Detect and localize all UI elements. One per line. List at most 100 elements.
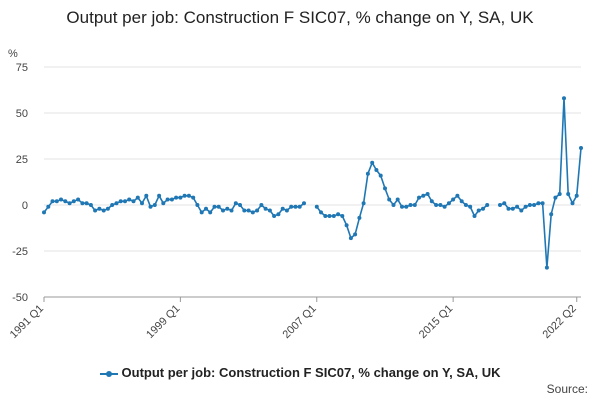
x-tick-label: 1999 Q1 <box>144 303 182 341</box>
data-point <box>63 199 68 204</box>
data-point <box>186 193 191 198</box>
data-point <box>498 203 502 207</box>
data-point <box>434 203 439 207</box>
data-point <box>80 201 85 206</box>
data-point <box>191 195 196 200</box>
data-point <box>463 203 468 207</box>
legend-line-marker-icon <box>99 369 118 379</box>
data-point <box>319 210 323 215</box>
data-point <box>101 208 106 213</box>
data-point <box>50 199 55 204</box>
y-tick-label: 0 <box>22 200 28 212</box>
data-point <box>105 206 110 211</box>
data-point <box>404 204 409 209</box>
data-point <box>387 197 392 202</box>
data-point <box>302 201 306 206</box>
data-point <box>174 195 179 200</box>
x-tick-label: 2015 Q1 <box>417 303 455 341</box>
data-point <box>327 214 332 218</box>
data-point <box>267 208 272 213</box>
x-tick-label: 2022 Q2 <box>541 303 579 341</box>
data-point <box>412 203 417 207</box>
data-point <box>544 265 549 270</box>
data-point <box>383 186 387 191</box>
data-point <box>118 199 123 204</box>
data-point <box>165 197 170 202</box>
data-point <box>506 206 511 211</box>
data-point <box>532 203 537 207</box>
data-point <box>438 203 443 207</box>
data-point <box>579 146 583 150</box>
data-point <box>182 193 187 198</box>
data-point <box>400 204 404 209</box>
data-point <box>540 201 545 206</box>
data-point <box>574 193 579 198</box>
data-point <box>481 206 485 211</box>
series-line-segment <box>499 98 582 268</box>
data-point <box>250 210 255 215</box>
data-point <box>123 199 127 204</box>
data-point <box>127 197 132 202</box>
data-point <box>468 204 473 209</box>
data-point <box>527 203 532 207</box>
data-point <box>297 204 302 209</box>
data-point <box>476 208 481 213</box>
data-point <box>557 192 562 196</box>
y-axis-ticks: 75 50 25 0 -25 -50 <box>12 62 28 304</box>
data-point <box>472 214 477 218</box>
x-tick-label: 1991 Q1 <box>8 303 46 341</box>
data-point <box>157 193 162 198</box>
data-point <box>378 173 383 178</box>
data-point <box>553 195 558 200</box>
data-point <box>110 203 115 207</box>
data-point <box>276 212 281 217</box>
data-point <box>225 206 230 211</box>
x-tick-label: 2007 Q1 <box>281 303 319 341</box>
data-point <box>242 208 247 213</box>
data-point <box>391 203 396 207</box>
data-point <box>442 204 447 209</box>
data-point <box>161 201 166 206</box>
data-point <box>233 201 238 206</box>
chart-title: Output per job: Construction F SIC07, % … <box>66 8 534 27</box>
data-point <box>549 212 554 217</box>
data-point <box>84 201 89 206</box>
data-point <box>97 206 102 211</box>
data-point <box>515 204 520 209</box>
data-point <box>255 208 260 213</box>
data-point <box>169 197 174 202</box>
data-point <box>152 203 157 207</box>
legend-series-label: Output per job: Construction F SIC07, % … <box>121 365 501 380</box>
data-point <box>148 204 153 209</box>
data-point <box>212 204 217 209</box>
legend[interactable]: Output per job: Construction F SIC07, % … <box>0 365 600 380</box>
data-point <box>425 192 430 196</box>
x-axis: 1991 Q1 1999 Q1 2007 Q1 2015 Q1 2022 Q2 <box>8 296 581 341</box>
data-point <box>42 210 46 215</box>
data-point <box>59 197 63 202</box>
data-point <box>459 199 464 204</box>
data-point <box>408 203 413 207</box>
data-point <box>280 206 285 211</box>
data-point <box>272 214 277 218</box>
data-point <box>429 199 434 204</box>
source-label: Source: <box>546 382 588 396</box>
data-point <box>570 201 575 206</box>
data-point <box>238 203 242 207</box>
data-point <box>229 208 234 213</box>
grid-lines <box>44 66 581 298</box>
data-point <box>46 204 51 209</box>
data-point <box>178 195 183 200</box>
data-point <box>314 204 319 209</box>
data-point <box>336 212 341 217</box>
data-point <box>71 199 76 204</box>
data-point <box>195 203 200 207</box>
data-point <box>365 171 370 176</box>
data-point <box>562 96 566 101</box>
data-point <box>361 201 366 206</box>
data-point <box>204 206 208 211</box>
data-point <box>76 197 81 202</box>
series-line-segment <box>43 193 305 217</box>
y-tick-label: 75 <box>16 62 28 74</box>
